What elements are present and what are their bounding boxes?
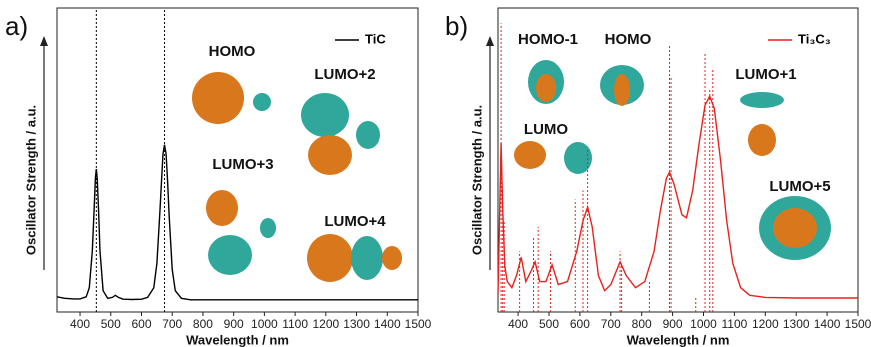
orbital-label: LUMO+4 bbox=[324, 213, 386, 230]
x-tick-label: 600 bbox=[570, 317, 590, 331]
x-tick-label: 400 bbox=[508, 317, 528, 331]
panel-label: a) bbox=[5, 11, 28, 41]
x-tick-label: 500 bbox=[539, 317, 559, 331]
x-axis-label: Wavelength / nm bbox=[627, 332, 730, 347]
x-tick-label: 400 bbox=[70, 317, 90, 331]
x-tick-label: 1100 bbox=[721, 317, 747, 331]
x-tick-label: 1500 bbox=[405, 317, 432, 331]
x-tick-label: 1500 bbox=[845, 317, 871, 331]
spectrum-line bbox=[497, 94, 858, 299]
x-tick-label: 700 bbox=[601, 317, 621, 331]
orbital-label: LUMO+2 bbox=[314, 66, 375, 83]
x-tick-label: 600 bbox=[131, 317, 151, 331]
x-tick-label: 800 bbox=[193, 317, 213, 331]
x-tick-label: 1100 bbox=[282, 317, 308, 331]
y-arrow-head bbox=[40, 36, 48, 46]
legend-label: TiC bbox=[365, 31, 386, 46]
x-tick-label: 1000 bbox=[251, 317, 278, 331]
x-tick-label: 1400 bbox=[374, 317, 401, 331]
plot-frame bbox=[56, 7, 419, 313]
x-tick-label: 900 bbox=[224, 317, 244, 331]
x-tick-label: 500 bbox=[101, 317, 121, 331]
x-tick-label: 700 bbox=[162, 317, 182, 331]
x-tick-label: 1300 bbox=[783, 317, 810, 331]
orbital-label: HOMO bbox=[605, 31, 652, 48]
x-tick-label: 1200 bbox=[312, 317, 339, 331]
y-arrow-head bbox=[486, 36, 494, 46]
y-axis-label: Oscillator Strength / a.u. bbox=[469, 105, 484, 255]
orbital-images bbox=[192, 60, 831, 282]
y-axis-label: Oscillator Strength / a.u. bbox=[23, 105, 38, 255]
orbital-label: HOMO bbox=[209, 43, 256, 60]
x-tick-label: 1200 bbox=[752, 317, 779, 331]
spectrum-line bbox=[56, 144, 418, 301]
x-tick-label: 800 bbox=[632, 317, 652, 331]
orbital-label: HOMO-1 bbox=[518, 31, 578, 48]
x-tick-label: 1000 bbox=[690, 317, 717, 331]
orbital-label: LUMO bbox=[524, 121, 568, 138]
x-tick-label: 1400 bbox=[814, 317, 841, 331]
x-tick-label: 900 bbox=[663, 317, 683, 331]
orbital-label: LUMO+3 bbox=[212, 156, 273, 173]
orbital-label: LUMO+1 bbox=[735, 66, 796, 83]
orbital-label: LUMO+5 bbox=[769, 178, 830, 195]
plot-frame bbox=[497, 7, 859, 313]
x-tick-label: 1300 bbox=[343, 317, 370, 331]
x-axis-label: Wavelength / nm bbox=[186, 332, 289, 347]
legend-label: Ti₃C₃ bbox=[798, 31, 831, 46]
panel-label: b) bbox=[445, 11, 468, 41]
